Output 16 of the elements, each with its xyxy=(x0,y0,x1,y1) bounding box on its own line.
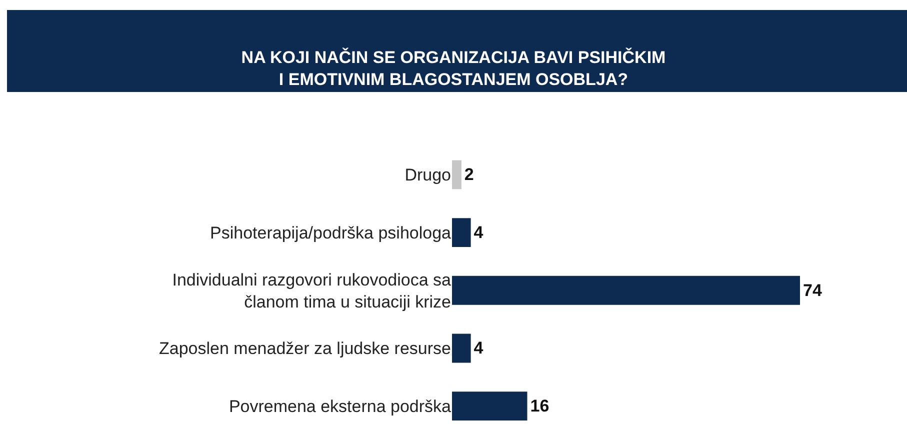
y-tick-label: Drugo xyxy=(404,166,451,185)
y-tick-label: Povremena eksterna podrška xyxy=(228,397,452,416)
data-label: 74 xyxy=(803,280,822,300)
y-tick-label: Individualni razgovori rukovodioca sa članom tima u situaciji krize xyxy=(172,270,452,312)
data-label: 16 xyxy=(530,396,550,416)
bar xyxy=(452,276,800,305)
data-label: 4 xyxy=(474,223,484,242)
data-label: 2 xyxy=(464,165,474,184)
chart-title: NA KOJI NAČIN SE ORGANIZACIJA BAVI PSIHIČKIM I EMOTIVNIM BLAGOSTANJEM OSOBLJA? xyxy=(241,47,666,90)
bar xyxy=(452,160,462,190)
bar xyxy=(452,392,528,421)
bar xyxy=(452,334,471,363)
bar xyxy=(452,218,471,248)
y-tick-label: Zaposlen menadžer za ljudske resurse xyxy=(159,339,451,358)
data-label: 4 xyxy=(474,338,484,358)
y-tick-label: Psihoterapija/podrška psihologa xyxy=(210,224,452,242)
